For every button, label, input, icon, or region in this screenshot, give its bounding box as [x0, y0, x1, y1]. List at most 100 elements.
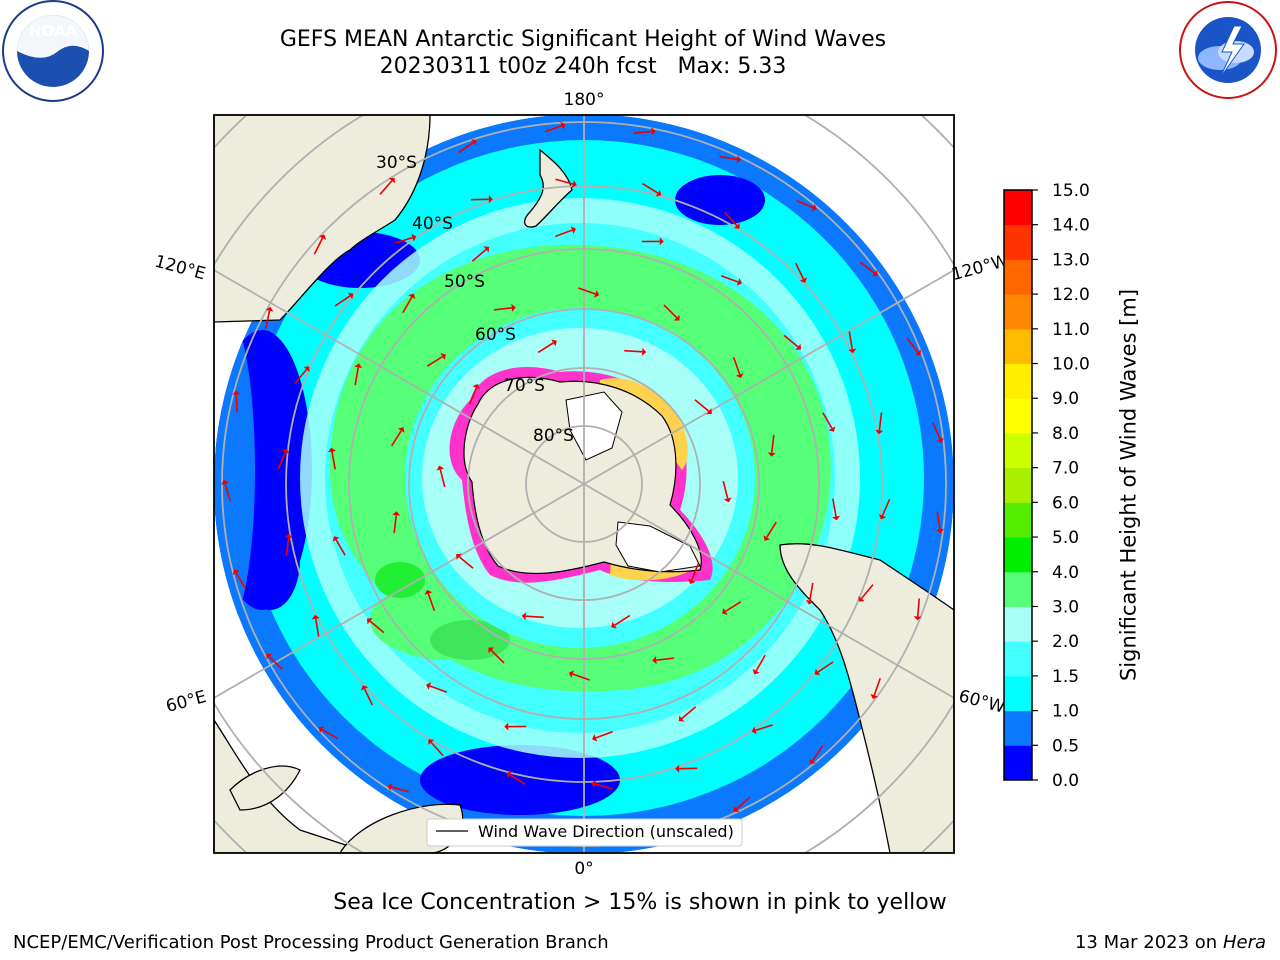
wind-wave-arrow-head: [799, 277, 808, 283]
wind-wave-arrow: [822, 412, 833, 429]
colorbar-swatch: [1004, 432, 1032, 469]
colorbar-tick-label: 9.0: [1052, 389, 1079, 409]
wind-wave-arrow: [369, 620, 385, 634]
wind-wave-arrow: [493, 307, 512, 311]
wind-wave-arrow-head: [347, 292, 354, 300]
wind-wave-arrow-head: [436, 465, 445, 471]
continents: [214, 115, 954, 853]
legend-label: Wind Wave Direction (unscaled): [478, 822, 734, 841]
wind-wave-arrow-head: [471, 139, 477, 146]
wind-wave-arrow-head: [488, 195, 493, 204]
wind-wave-arrow-head: [675, 764, 680, 773]
wind-wave-arrow-head: [483, 246, 490, 253]
colorbar-swatch: [1004, 398, 1032, 434]
wind-wave-arrow-head: [795, 343, 802, 350]
wind-wave-arrow: [681, 706, 697, 720]
longitude-label-0: 0°: [574, 859, 593, 879]
wind-wave-arrow: [429, 685, 448, 693]
wind-wave-arrow: [633, 130, 652, 135]
wind-wave-arrow-head: [560, 121, 566, 130]
colorbar-swatch: [1004, 363, 1032, 399]
wind-wave-arrow: [426, 355, 443, 367]
wind-wave-arrow-head: [814, 668, 821, 676]
wind-wave-arrow: [578, 287, 596, 295]
wind-wave-arrow: [335, 539, 346, 556]
wind-wave-arrow-head: [733, 222, 740, 229]
colorbar-tick-label: 1.0: [1052, 702, 1079, 722]
wind-wave-arrow: [391, 786, 409, 793]
colorbar-tick-label: 12.0: [1052, 285, 1090, 305]
wind-wave-arrow: [331, 451, 336, 470]
wind-wave-arrow-head: [284, 533, 293, 539]
wind-wave-arrow: [235, 394, 238, 413]
south-america: [779, 543, 954, 853]
wind-wave-arrow-head: [641, 347, 647, 356]
wind-wave-arrow: [771, 434, 775, 453]
wind-wave-arrow-head: [722, 607, 728, 615]
wind-wave-arrow: [572, 673, 590, 681]
wind-wave-arrow-head: [221, 479, 229, 485]
wind-wave-arrow-head: [652, 656, 657, 665]
wind-wave-arrow: [859, 261, 876, 274]
colorbar-swatch: [1004, 259, 1032, 295]
wind-wave-arrow: [555, 229, 573, 238]
wind-wave-arrow: [313, 237, 324, 255]
colorbar-tick-label: 8.0: [1052, 424, 1079, 444]
wind-wave-arrow: [860, 584, 874, 600]
wind-wave-arrow-head: [521, 612, 527, 621]
wind-wave-arrow-head: [397, 427, 405, 433]
colorbar-tick-label: 11.0: [1052, 320, 1090, 340]
wind-wave-arrow: [848, 331, 854, 350]
wind-wave-arrow: [736, 796, 751, 810]
colorbar-title: Significant Height of Wind Waves [m]: [1116, 288, 1141, 682]
wind-wave-arrow-head: [570, 226, 576, 234]
wind-wave-arrow: [277, 451, 287, 470]
map-title: GEFS MEAN Antarctic Significant Height o…: [279, 27, 887, 52]
wind-wave-arrow: [656, 657, 675, 661]
wind-wave-arrow-head: [723, 497, 732, 503]
wind-wave-arrow-head: [594, 290, 600, 298]
wind-wave-arrow-head: [736, 278, 742, 286]
wind-wave-arrow-head: [440, 353, 446, 361]
wind-wave-arrow-head: [311, 614, 320, 620]
wind-wave-arrow-head: [232, 569, 240, 576]
wind-wave-arrow: [873, 678, 881, 696]
colorbar-tick-label: 6.0: [1052, 493, 1079, 513]
colorbar-tick-label: 15.0: [1052, 181, 1090, 201]
wind-wave-arrow-head: [828, 426, 836, 432]
wind-wave-arrow: [881, 498, 891, 517]
longitude-label-60e: 60°E: [164, 687, 209, 717]
wind-wave-arrow: [690, 563, 700, 581]
latitude-label-40s: 40°S: [412, 214, 453, 234]
wind-wave-arrow-head: [655, 189, 662, 197]
wind-wave-arrow-head: [328, 447, 336, 453]
colorbar-swatch: [1004, 537, 1032, 573]
wind-wave-arrow-head: [811, 203, 817, 212]
wind-wave-arrow-head: [848, 348, 857, 354]
wind-wave-arrow: [732, 357, 741, 375]
wind-wave-arrow-head: [936, 528, 945, 534]
wind-wave-arrow-head: [872, 270, 878, 277]
wind-wave-arrow-head: [936, 437, 944, 443]
latitude-label-30s: 30°S: [376, 153, 417, 173]
wind-wave-arrow-head: [265, 306, 274, 312]
wind-wave-arrow-head: [504, 722, 509, 731]
colorbar-swatch: [1004, 710, 1032, 746]
wind-wave-arrow-head: [354, 363, 363, 368]
wind-wave-arrow: [594, 783, 613, 790]
wind-wave-arrow: [391, 430, 402, 447]
colorbar-swatch: [1004, 224, 1032, 260]
wind-wave-arrow-head: [472, 384, 480, 390]
wind-wave-arrow: [811, 745, 824, 762]
map-frame: [213, 114, 955, 854]
colorbar-tick-label: 10.0: [1052, 355, 1090, 375]
noaa-logo-text: NOAA: [29, 22, 78, 40]
colorbar-tick-label: 13.0: [1052, 250, 1090, 270]
wind-wave-arrow-head: [551, 339, 557, 347]
wind-wave-arrow: [334, 295, 351, 307]
footer-organization: NCEP/EMC/Verification Post Processing Pr…: [13, 932, 609, 953]
wind-wave-arrow-head: [392, 511, 401, 516]
colorbar-tick-label: 1.5: [1052, 667, 1079, 687]
colorbar-tick-label: 7.0: [1052, 459, 1079, 479]
